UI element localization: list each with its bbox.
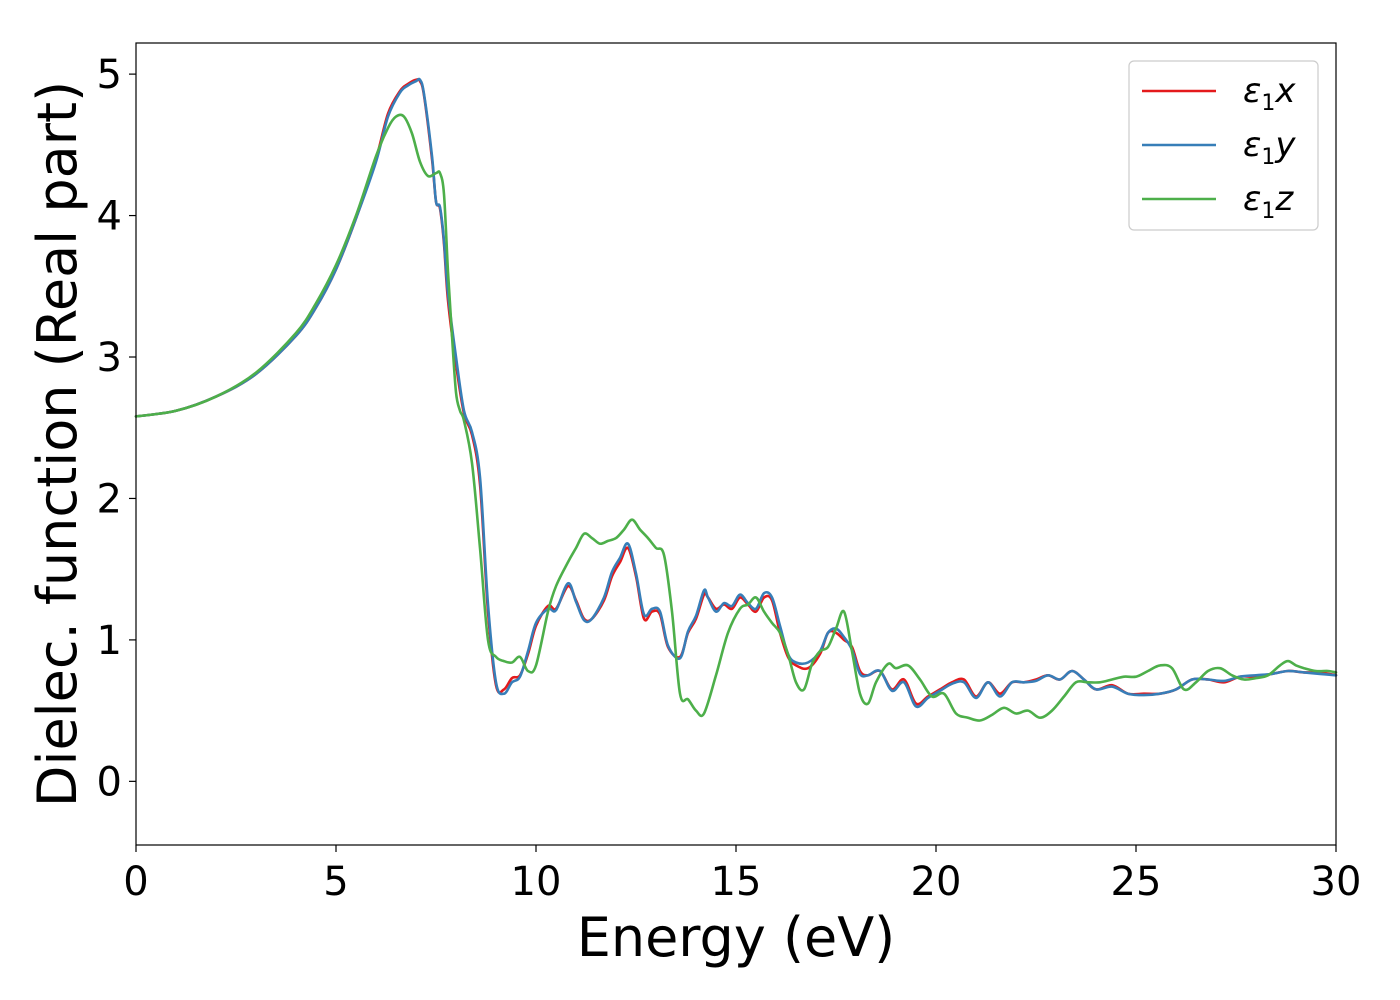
series-line-z [134, 113, 1338, 722]
x-tick-label: 0 [123, 859, 148, 905]
legend-label-z: ε1z [1243, 179, 1294, 224]
x-tick-label: 20 [911, 859, 962, 905]
y-tick-label: 1 [97, 618, 122, 664]
x-tick-label: 5 [323, 859, 348, 905]
series-line-y [134, 77, 1338, 709]
y-axis-title: Dielec. function (Real part) [26, 81, 89, 807]
legend-box [1128, 60, 1319, 231]
x-tick-label: 10 [511, 859, 562, 905]
y-axis: 0 1 2 3 4 5 [97, 52, 136, 805]
x-tick-label: 15 [711, 859, 762, 905]
y-tick-label: 3 [97, 335, 122, 381]
x-axis-title: Energy (eV) [577, 906, 896, 969]
legend-label-x: ε1x [1243, 71, 1296, 116]
series-layer [134, 77, 1338, 722]
y-tick-label: 0 [97, 759, 122, 805]
y-tick-label: 4 [97, 194, 122, 240]
y-tick-label: 2 [97, 476, 122, 522]
legend: ε1x ε1y ε1z [1128, 60, 1319, 231]
legend-label-y: ε1y [1243, 125, 1296, 170]
x-tick-label: 25 [1111, 859, 1162, 905]
x-axis: 0 5 10 15 20 25 30 [123, 845, 1361, 905]
y-tick-label: 5 [97, 52, 122, 98]
x-tick-label: 30 [1311, 859, 1362, 905]
